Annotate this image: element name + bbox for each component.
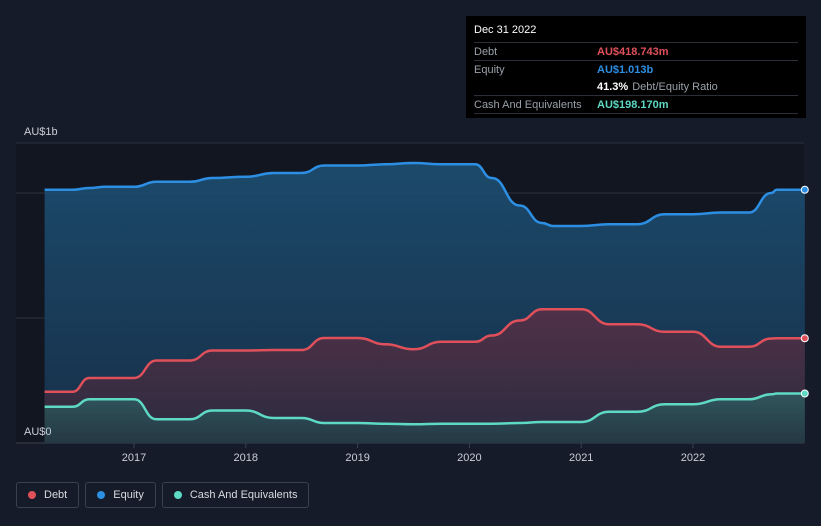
cash-and-equivalents-area <box>44 393 805 443</box>
tooltip-value: AU$198.170m <box>597 98 669 111</box>
x-tick-label: 2022 <box>681 452 705 464</box>
equity-dot-icon <box>97 491 106 499</box>
debt-endpoint <box>800 334 809 343</box>
x-tick-label: 2017 <box>122 452 146 464</box>
cash-dot-icon <box>173 491 182 499</box>
series-areas <box>44 163 805 443</box>
legend-label: Cash And Equivalents <box>189 489 298 501</box>
tooltip-row-equity: Equity AU$1.013b <box>474 60 798 78</box>
legend-item-debt[interactable]: Debt <box>16 482 80 508</box>
equity-endpoint <box>800 185 809 194</box>
data-tooltip: Dec 31 2022 Debt AU$418.743m Equity AU$1… <box>466 16 806 118</box>
x-tick-label: 2018 <box>234 452 258 464</box>
series-endpoints <box>800 185 809 398</box>
x-tick-label: 2019 <box>345 452 369 464</box>
debt-line <box>44 308 805 394</box>
cash-and-equivalents-endpoint <box>800 389 809 398</box>
y-axis-top-label: AU$1b <box>24 126 58 138</box>
x-tick-label: 2020 <box>457 452 481 464</box>
legend-label: Equity <box>113 489 144 501</box>
tooltip-row-debt: Debt AU$418.743m <box>474 42 798 60</box>
cash-and-equivalents-line <box>44 392 805 426</box>
tooltip-date: Dec 31 2022 <box>474 24 537 36</box>
tooltip-row-ratio: 41.3% Debt/Equity Ratio <box>474 78 798 95</box>
chart-legend: Debt Equity Cash And Equivalents <box>16 482 310 508</box>
tooltip-value: AU$1.013b <box>597 63 654 76</box>
tooltip-label: Equity <box>474 63 505 76</box>
tooltip-row-cash: Cash And Equivalents AU$198.170m <box>474 95 798 114</box>
tooltip-value: 41.3% <box>597 80 629 93</box>
tooltip-extra: Debt/Equity Ratio <box>632 80 718 93</box>
series-lines <box>44 161 805 426</box>
x-tick-label: 2021 <box>569 452 593 464</box>
equity-line <box>44 161 805 228</box>
debt-dot-icon <box>28 491 36 499</box>
y-axis-bottom-label: AU$0 <box>24 426 52 438</box>
x-axis-ticks: 2017 2018 2019 2020 2021 2022 <box>122 443 705 464</box>
legend-item-equity[interactable]: Equity <box>85 482 156 508</box>
tooltip-label: Cash And Equivalents <box>474 98 582 111</box>
legend-label: Debt <box>44 489 68 501</box>
legend-item-cash[interactable]: Cash And Equivalents <box>161 482 310 508</box>
tooltip-value: AU$418.743m <box>597 45 669 58</box>
tooltip-label: Debt <box>474 45 498 58</box>
